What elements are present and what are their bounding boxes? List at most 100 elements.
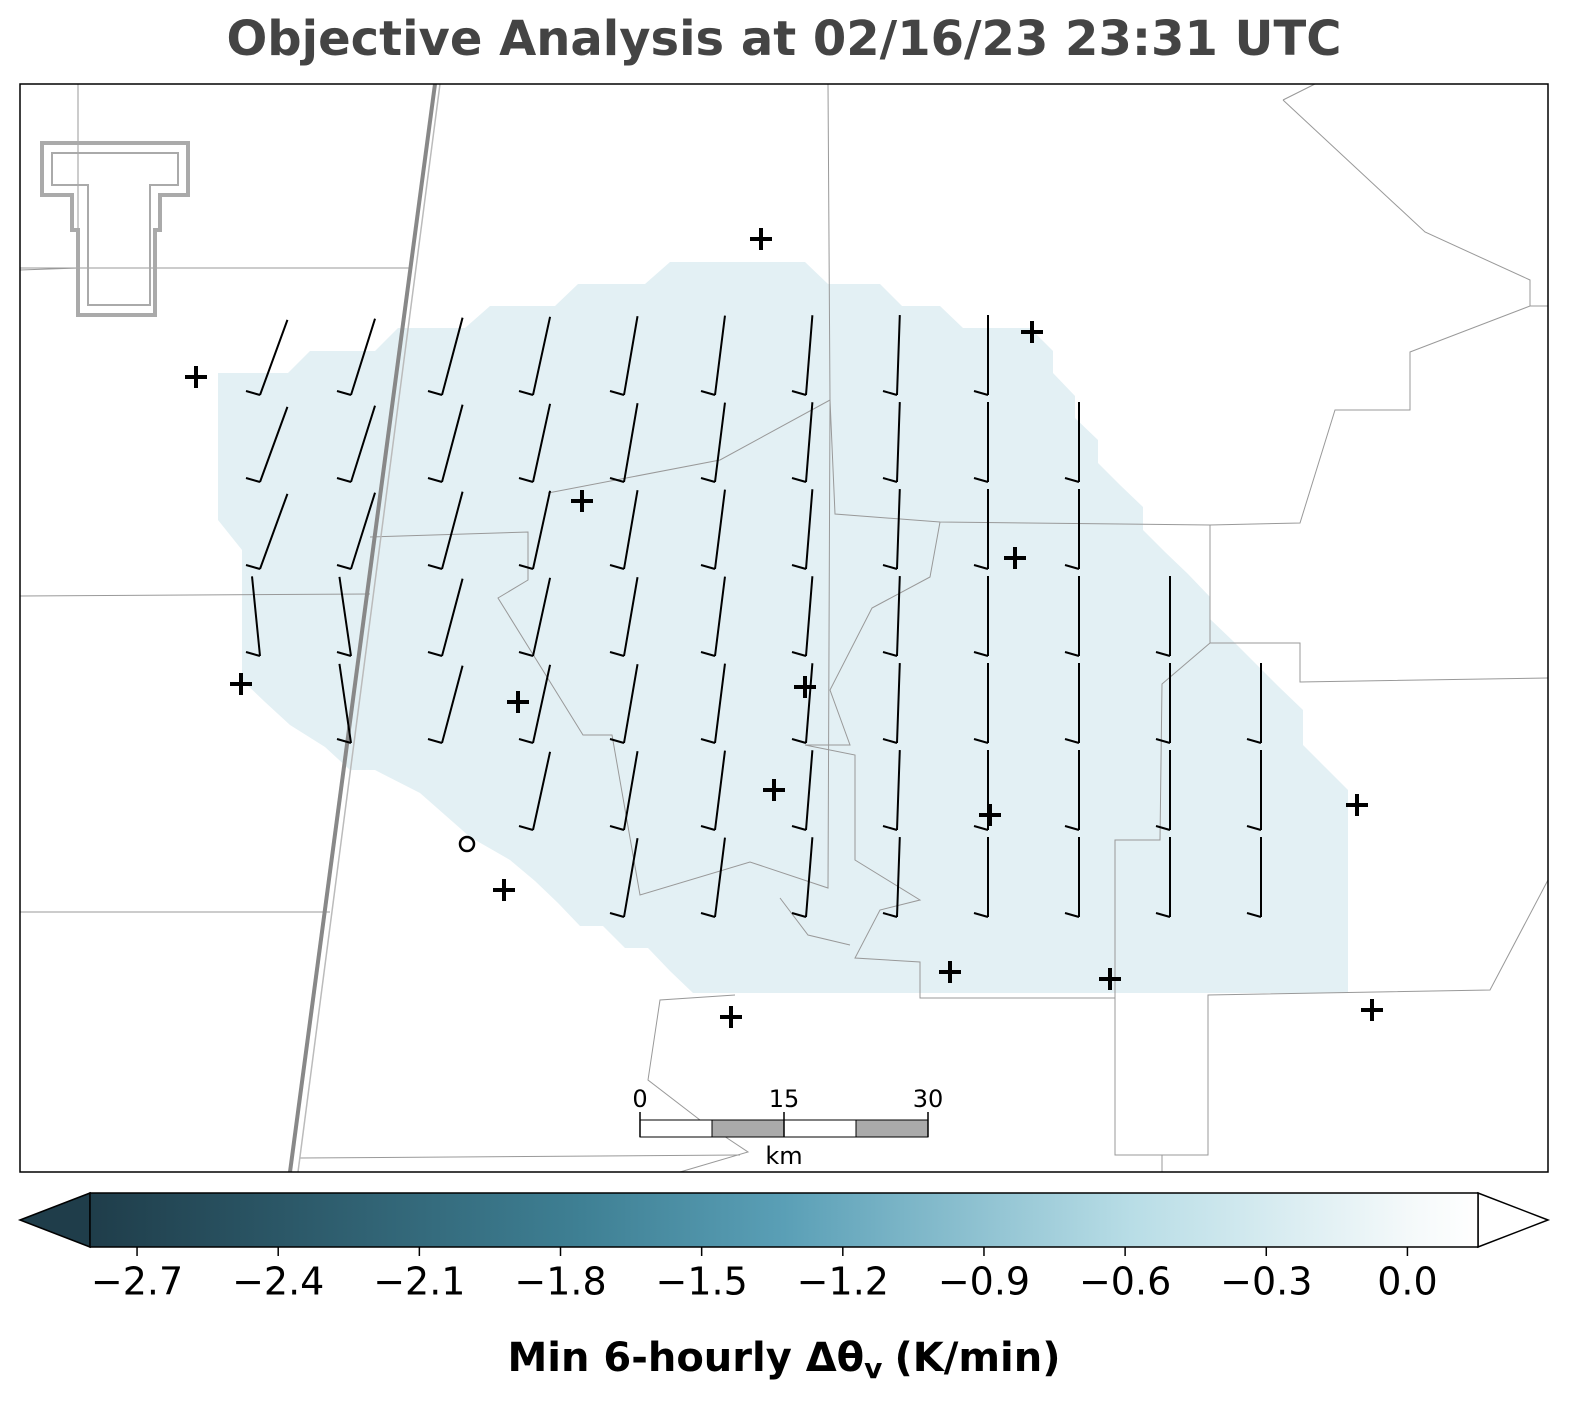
- wind-barb: [1064, 750, 1080, 831]
- wind-barb: [700, 576, 726, 657]
- wind-barb: [791, 750, 814, 831]
- wind-barb: [882, 837, 901, 918]
- station: [750, 228, 772, 250]
- wind-barb: [245, 319, 289, 396]
- wind-barb: [427, 317, 464, 396]
- wind-barb: [882, 750, 901, 831]
- chart-title: Objective Analysis at 02/16/23 23:31 UTC: [227, 11, 1342, 67]
- colorbar-label: Min 6-hourly Δθv (K/min): [508, 1335, 1061, 1385]
- colorbar-label-main: Min 6-hourly Δθ: [508, 1335, 865, 1381]
- wind-barb: [427, 491, 464, 570]
- wind-barb: [1155, 576, 1171, 657]
- wind-barb: [882, 576, 901, 657]
- highway: [297, 83, 441, 1173]
- station: [939, 961, 961, 983]
- station: [571, 490, 593, 512]
- station: [493, 879, 515, 901]
- wind-barb: [973, 663, 989, 744]
- colorbar-label-subscript: v: [864, 1352, 882, 1385]
- wind-barb: [1155, 837, 1171, 918]
- scale-segment: [639, 1119, 713, 1138]
- colorbar-tick-label: −2.7: [91, 1260, 183, 1304]
- scale-tick-label: 30: [913, 1085, 944, 1113]
- map: 0 15 30 km: [19, 83, 1549, 1173]
- wind-barb: [1064, 837, 1080, 918]
- wind-barb: [245, 493, 289, 570]
- wind-barb: [336, 318, 376, 396]
- station: [1346, 794, 1368, 816]
- station: [763, 779, 785, 801]
- wind-barb: [973, 576, 989, 657]
- wind-barb: [609, 315, 639, 396]
- colorbar-extend-max: [1477, 1191, 1551, 1249]
- wind-barb: [609, 837, 639, 918]
- wind-barb: [700, 489, 726, 570]
- wind-barb: [1064, 402, 1080, 483]
- scale-tick-label: 0: [632, 1085, 647, 1113]
- station: [720, 1006, 742, 1028]
- wind-barb: [518, 664, 552, 744]
- map-frame: [19, 83, 1549, 1173]
- colorbar-tick-label: −2.4: [232, 1260, 324, 1304]
- station: [794, 676, 816, 698]
- scale-segment: [855, 1119, 929, 1138]
- wind-barb: [518, 577, 552, 657]
- wind-barb: [518, 490, 552, 570]
- logo: [40, 141, 190, 317]
- colorbar-tick-label: −0.3: [1220, 1260, 1312, 1304]
- wind-barb: [518, 403, 552, 483]
- wind-barb: [791, 489, 814, 570]
- wind-barb: [609, 489, 639, 570]
- wind-barb: [245, 406, 289, 483]
- wind-barb: [700, 663, 726, 744]
- wind-barb: [791, 576, 814, 657]
- station: [1021, 321, 1043, 343]
- wind-barb: [427, 578, 464, 657]
- wind-barb: [518, 316, 552, 396]
- wind-barb: [336, 405, 376, 483]
- wind-barb: [700, 402, 726, 483]
- wind-barb: [882, 402, 901, 483]
- wind-barb: [336, 492, 376, 570]
- station-calm: [458, 835, 476, 853]
- wind-barb: [1155, 663, 1171, 744]
- wind-barb: [791, 315, 814, 396]
- wind-barb: [245, 576, 261, 657]
- wind-barb: [1155, 750, 1171, 831]
- wind-barb: [609, 750, 639, 831]
- wind-barb: [700, 315, 726, 396]
- stations: [185, 228, 1383, 1028]
- scale-unit: km: [765, 1142, 802, 1170]
- wind-barb: [336, 663, 352, 744]
- scale-bar: 0 15 30 km: [632, 1085, 943, 1170]
- station: [230, 673, 252, 695]
- wind-barb: [791, 837, 814, 918]
- wind-barb: [609, 576, 639, 657]
- colorbar-tick-label: −1.5: [656, 1260, 748, 1304]
- wind-barb: [700, 750, 726, 831]
- colorbar: −2.7 −2.4 −2.1 −1.8 −1.5 −1.2 −0.9 −0.6 −0.3 0.0: [17, 1191, 1551, 1304]
- wind-barb: [791, 663, 814, 744]
- wind-barb: [882, 663, 901, 744]
- colorbar-tick-label: −0.6: [1079, 1260, 1171, 1304]
- station: [979, 804, 1001, 826]
- wind-barb: [609, 402, 639, 483]
- station: [1099, 968, 1121, 990]
- colorbar-tick-label: −1.8: [514, 1260, 606, 1304]
- wind-barb: [427, 404, 464, 483]
- wind-barb: [609, 663, 639, 744]
- wind-barb: [973, 837, 989, 918]
- wind-barb: [882, 489, 901, 570]
- colorbar-extend-min: [17, 1191, 91, 1249]
- analysis-shading: [218, 262, 1348, 993]
- wind-barb: [1064, 489, 1080, 570]
- wind-barb: [973, 489, 989, 570]
- wind-barb: [1246, 663, 1262, 744]
- highway: [288, 83, 437, 1173]
- wind-barb: [973, 402, 989, 483]
- wind-barb: [427, 665, 464, 744]
- scale-tick-label: 15: [769, 1085, 800, 1113]
- wind-barb: [700, 837, 726, 918]
- station: [507, 691, 529, 713]
